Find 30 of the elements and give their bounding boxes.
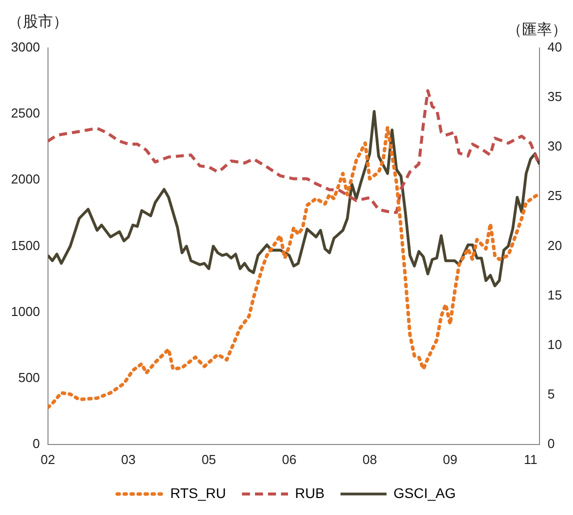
y2-tick-label: 30	[548, 138, 562, 154]
y2-axis-title: （匯率）	[507, 22, 567, 39]
y-tick-label: 1500	[11, 238, 40, 253]
y2-tick-label: 35	[548, 89, 562, 104]
y-tick-label: 500	[18, 370, 40, 385]
x-tick-label: 06	[282, 452, 296, 467]
y2-tick-label: 5	[548, 386, 555, 402]
y2-tick-label: 25	[548, 188, 562, 204]
x-tick-label: 03	[121, 452, 136, 467]
y2-tick-label: 40	[548, 40, 562, 55]
y-tick-label: 3000	[11, 40, 40, 55]
y2-tick-label: 15	[548, 287, 562, 302]
line-series	[48, 89, 540, 214]
y-tick-label: 2000	[11, 172, 40, 187]
y2-tick-label: 10	[548, 336, 562, 352]
x-tick-label: 11	[524, 452, 538, 467]
legend-label: GSCI_AG	[394, 484, 456, 501]
y-axis-title: （股市）	[8, 14, 68, 31]
y-tick-label: 2500	[11, 106, 40, 121]
x-tick-label: 02	[40, 452, 56, 467]
y-tick-label: 0	[32, 436, 40, 451]
legend-label: RTS_RU	[170, 484, 226, 501]
x-tick-label: 08	[362, 452, 377, 467]
y-tick-label: 1000	[11, 304, 40, 319]
y2-tick-label: 0	[548, 436, 555, 451]
legend-label: RUB	[294, 484, 325, 501]
x-tick-label: 09	[442, 452, 458, 467]
y2-tick-label: 20	[548, 238, 562, 253]
line-series	[48, 126, 540, 410]
x-tick-label: 05	[202, 452, 216, 467]
